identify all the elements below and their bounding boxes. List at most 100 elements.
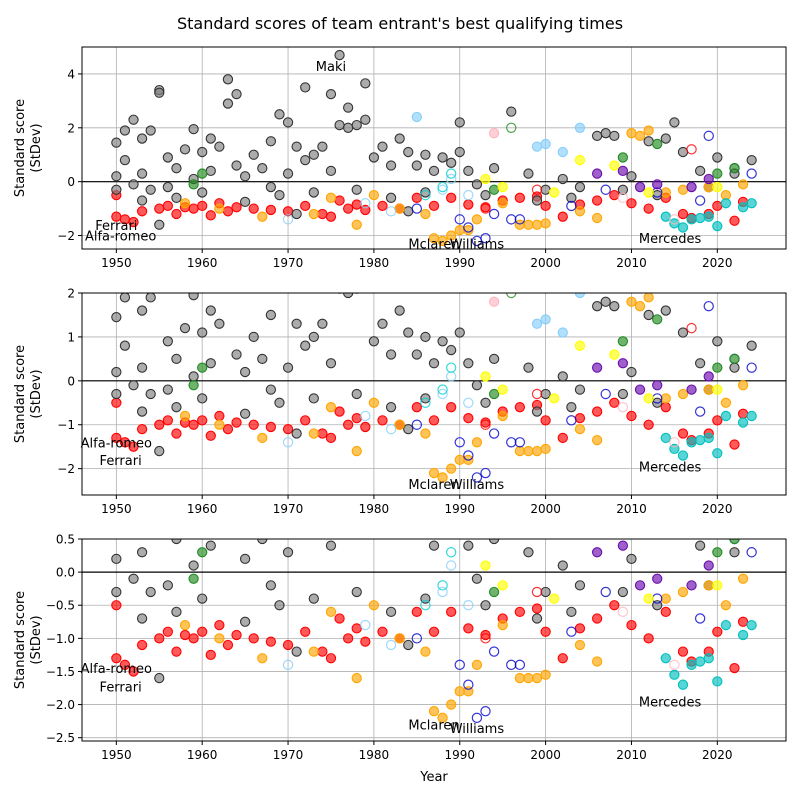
data-point bbox=[609, 189, 620, 201]
data-point bbox=[248, 149, 259, 160]
data-point bbox=[111, 600, 122, 611]
data-point bbox=[282, 168, 294, 179]
data-point bbox=[686, 384, 697, 395]
data-point bbox=[111, 388, 122, 400]
data-point bbox=[591, 406, 603, 417]
data-point bbox=[746, 154, 757, 166]
data-point bbox=[531, 184, 543, 195]
data-point bbox=[471, 179, 483, 190]
data-point bbox=[351, 219, 362, 230]
data-point bbox=[686, 437, 697, 448]
data-point bbox=[360, 114, 371, 125]
data-point bbox=[111, 312, 122, 323]
data-point bbox=[540, 626, 551, 637]
data-point bbox=[729, 662, 740, 674]
data-point bbox=[361, 275, 370, 284]
data-point bbox=[282, 547, 294, 558]
x-tick-label: 1980 bbox=[359, 502, 390, 516]
data-point bbox=[669, 669, 680, 680]
data-point bbox=[488, 428, 500, 439]
data-point bbox=[162, 626, 174, 637]
data-point bbox=[609, 160, 620, 171]
data-point bbox=[660, 133, 671, 144]
data-point bbox=[557, 327, 568, 338]
data-point bbox=[179, 144, 191, 155]
data-point bbox=[480, 600, 491, 611]
data-point bbox=[411, 606, 422, 618]
data-point bbox=[360, 619, 371, 631]
data-point bbox=[480, 560, 491, 571]
data-point bbox=[626, 171, 637, 182]
data-point bbox=[428, 626, 440, 637]
data-point bbox=[677, 428, 689, 439]
data-point bbox=[368, 152, 380, 163]
data-point bbox=[300, 200, 311, 212]
data-point bbox=[703, 371, 714, 382]
x-tick-label: 2000 bbox=[530, 748, 561, 762]
data-point bbox=[154, 87, 165, 98]
y-axis-label: Standard score(StDev) bbox=[13, 345, 44, 443]
data-point bbox=[643, 633, 654, 644]
data-point bbox=[308, 393, 319, 404]
data-point bbox=[463, 199, 474, 210]
data-point bbox=[746, 410, 757, 422]
data-point bbox=[437, 235, 448, 247]
data-point bbox=[145, 125, 156, 136]
data-point bbox=[574, 580, 586, 591]
data-point bbox=[446, 230, 457, 241]
data-point bbox=[471, 214, 483, 225]
data-point bbox=[111, 366, 122, 378]
data-point bbox=[325, 606, 337, 618]
data-point bbox=[317, 646, 328, 657]
data-point bbox=[463, 600, 474, 611]
y-tick-label: −2 bbox=[57, 229, 75, 243]
data-point bbox=[197, 327, 208, 338]
data-point bbox=[325, 88, 337, 100]
data-point bbox=[617, 540, 629, 551]
y-tick-label: −0.5 bbox=[46, 599, 75, 613]
data-point bbox=[325, 165, 337, 177]
annotation-label: Alfa-romeo bbox=[81, 662, 152, 677]
data-point bbox=[111, 432, 122, 444]
data-point bbox=[428, 415, 440, 426]
axes-frame bbox=[81, 538, 787, 742]
data-point bbox=[617, 606, 629, 618]
data-point bbox=[162, 580, 174, 591]
annotation-label: Williams bbox=[450, 478, 505, 493]
data-point bbox=[454, 659, 465, 671]
data-point bbox=[694, 195, 706, 206]
data-point bbox=[609, 349, 620, 360]
data-point bbox=[282, 117, 294, 128]
data-point bbox=[643, 293, 654, 303]
data-point bbox=[351, 388, 362, 400]
data-point bbox=[301, 223, 310, 232]
data-point bbox=[514, 402, 526, 413]
data-point bbox=[523, 362, 534, 373]
data-point bbox=[660, 653, 671, 664]
data-point bbox=[591, 656, 603, 667]
data-point bbox=[626, 410, 637, 422]
data-point bbox=[437, 152, 448, 163]
data-point bbox=[222, 74, 234, 85]
data-point bbox=[342, 633, 354, 644]
data-point bbox=[463, 224, 474, 236]
data-point bbox=[145, 388, 156, 400]
data-point bbox=[205, 133, 216, 144]
data-point bbox=[463, 540, 474, 551]
data-point bbox=[677, 208, 689, 220]
data-point bbox=[660, 402, 671, 413]
data-point bbox=[454, 117, 465, 128]
data-point bbox=[282, 437, 294, 448]
data-point bbox=[223, 316, 232, 325]
data-point bbox=[746, 340, 757, 351]
data-point bbox=[231, 349, 242, 360]
y-tick-label: −2.5 bbox=[46, 731, 75, 745]
data-point bbox=[352, 428, 361, 437]
data-point bbox=[514, 445, 526, 457]
data-point bbox=[454, 454, 465, 466]
data-point bbox=[411, 402, 422, 413]
data-point bbox=[420, 331, 431, 343]
x-axis-label: Year bbox=[419, 770, 448, 785]
data-point bbox=[412, 528, 421, 537]
data-point bbox=[471, 573, 483, 584]
